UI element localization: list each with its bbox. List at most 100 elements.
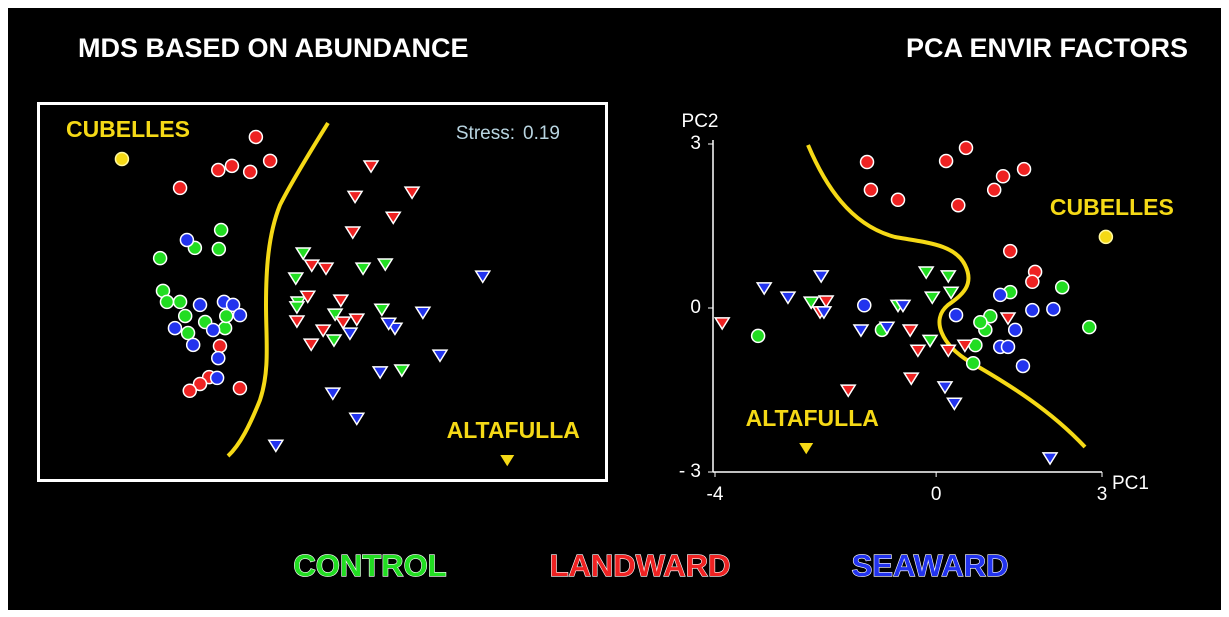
data-point [923, 291, 941, 305]
data-point [384, 211, 402, 225]
data-point [802, 296, 820, 310]
data-point [262, 153, 278, 169]
data-point [1007, 322, 1023, 338]
data-point [921, 334, 939, 348]
data-point [938, 153, 954, 169]
data-point [294, 247, 312, 261]
data-point [1015, 358, 1031, 374]
data-point [431, 349, 449, 363]
data-point [334, 316, 352, 330]
data-point [288, 301, 306, 315]
data-point [213, 222, 229, 238]
data-point [755, 282, 773, 296]
y-tick-label: 3 [690, 133, 701, 154]
data-point [1046, 301, 1061, 317]
data-point [211, 162, 226, 178]
stress-label: Stress: [456, 123, 515, 144]
data-point [192, 297, 208, 313]
site-label: ALTAFULLA [746, 405, 879, 431]
stress-value: 0.19 [523, 123, 560, 144]
data-point [995, 169, 1011, 184]
data-point [946, 397, 963, 411]
data-point [212, 338, 228, 354]
data-point [750, 328, 766, 344]
mds-separator [226, 121, 330, 458]
data-point [348, 313, 366, 327]
data-point [902, 372, 920, 386]
data-point [815, 306, 833, 320]
data-point [857, 298, 872, 313]
data-point [713, 317, 731, 331]
data-point [362, 160, 380, 174]
site-label: CUBELLES [66, 116, 190, 142]
data-point [348, 412, 366, 426]
data-point [224, 158, 240, 174]
data-point [177, 308, 193, 324]
data-point [211, 241, 227, 257]
data-point [958, 140, 974, 156]
data-point [172, 294, 188, 310]
data-point [936, 381, 954, 395]
legend-entry: CONTROL [293, 548, 446, 583]
data-point [779, 291, 797, 305]
data-point [205, 322, 221, 338]
data-point [965, 355, 981, 371]
data-point [192, 376, 208, 392]
data-point [863, 182, 879, 198]
data-point [414, 306, 432, 320]
y-tick-label: 0 [690, 297, 701, 318]
data-point [1025, 274, 1040, 290]
data-point [939, 344, 957, 358]
data-point [474, 270, 492, 284]
data-point [376, 258, 394, 272]
data-point [185, 337, 201, 353]
data-point [344, 226, 362, 240]
data-point [1082, 319, 1097, 335]
data-point [302, 338, 320, 352]
x-tick-label: 0 [931, 484, 942, 505]
data-point [380, 317, 398, 331]
data-point [812, 270, 830, 284]
data-point [939, 270, 957, 284]
data-point [299, 290, 317, 304]
pca-separator [806, 144, 1087, 449]
data-point [373, 303, 391, 317]
data-point [901, 324, 919, 338]
data-point [973, 314, 988, 330]
site-point [1098, 229, 1114, 245]
legend-entry: SEAWARD [852, 548, 1009, 583]
data-point [1041, 452, 1059, 466]
site-point [500, 455, 515, 467]
y-tick-label: - 3 [679, 461, 701, 482]
data-point [371, 366, 389, 380]
data-point [999, 312, 1017, 326]
data-point [211, 350, 226, 366]
data-point [1002, 243, 1018, 259]
data-point [180, 325, 196, 341]
data-point [303, 259, 321, 273]
data-point [167, 320, 183, 336]
mds-frame [37, 102, 608, 482]
data-point [1000, 339, 1016, 355]
y-axis-label: PC2 [682, 111, 719, 132]
legend-entry: LANDWARD [550, 548, 731, 583]
data-point [859, 154, 875, 170]
data-point [393, 364, 411, 378]
data-point [852, 324, 870, 338]
legend: CONTROL LANDWARD SEAWARD [293, 548, 1009, 584]
data-point [182, 383, 198, 399]
x-tick-label: -4 [707, 484, 724, 505]
data-point [346, 190, 364, 204]
data-point [325, 334, 343, 348]
data-point [1016, 161, 1032, 177]
site-label: ALTAFULLA [447, 417, 580, 443]
data-point [817, 295, 835, 309]
data-point [324, 387, 342, 401]
data-point [917, 266, 935, 280]
data-point [232, 307, 248, 323]
data-point [287, 272, 305, 286]
data-point [326, 308, 344, 322]
data-point [993, 287, 1008, 303]
data-point [179, 232, 195, 248]
data-point [894, 299, 912, 313]
